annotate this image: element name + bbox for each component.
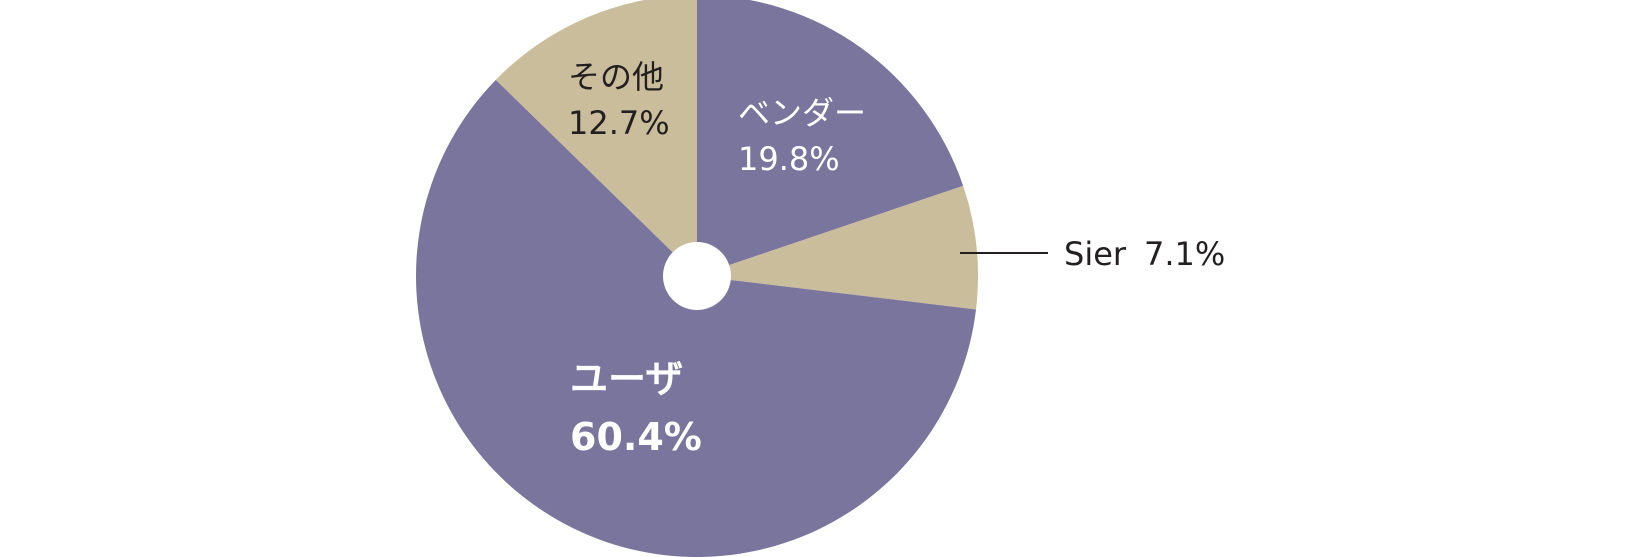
slice-value-user: 60.4% [570,415,702,459]
slice-value-vendor: 19.8% [738,140,840,178]
slice-value-sier: 7.1% [1144,235,1225,273]
slice-label-user: ユーザ [570,357,683,401]
pie-slice-vendor [697,0,964,276]
pie-slice-user [416,79,977,557]
slice-value-other: 12.7% [568,104,670,142]
donut-hole [663,242,731,310]
slice-label-other: その他 [568,58,664,96]
pie-slice-other [495,0,697,276]
slice-label-sier: Sier [1064,235,1127,273]
pie-slice-sier [697,185,978,310]
slice-label-vendor: ベンダー [738,94,866,132]
